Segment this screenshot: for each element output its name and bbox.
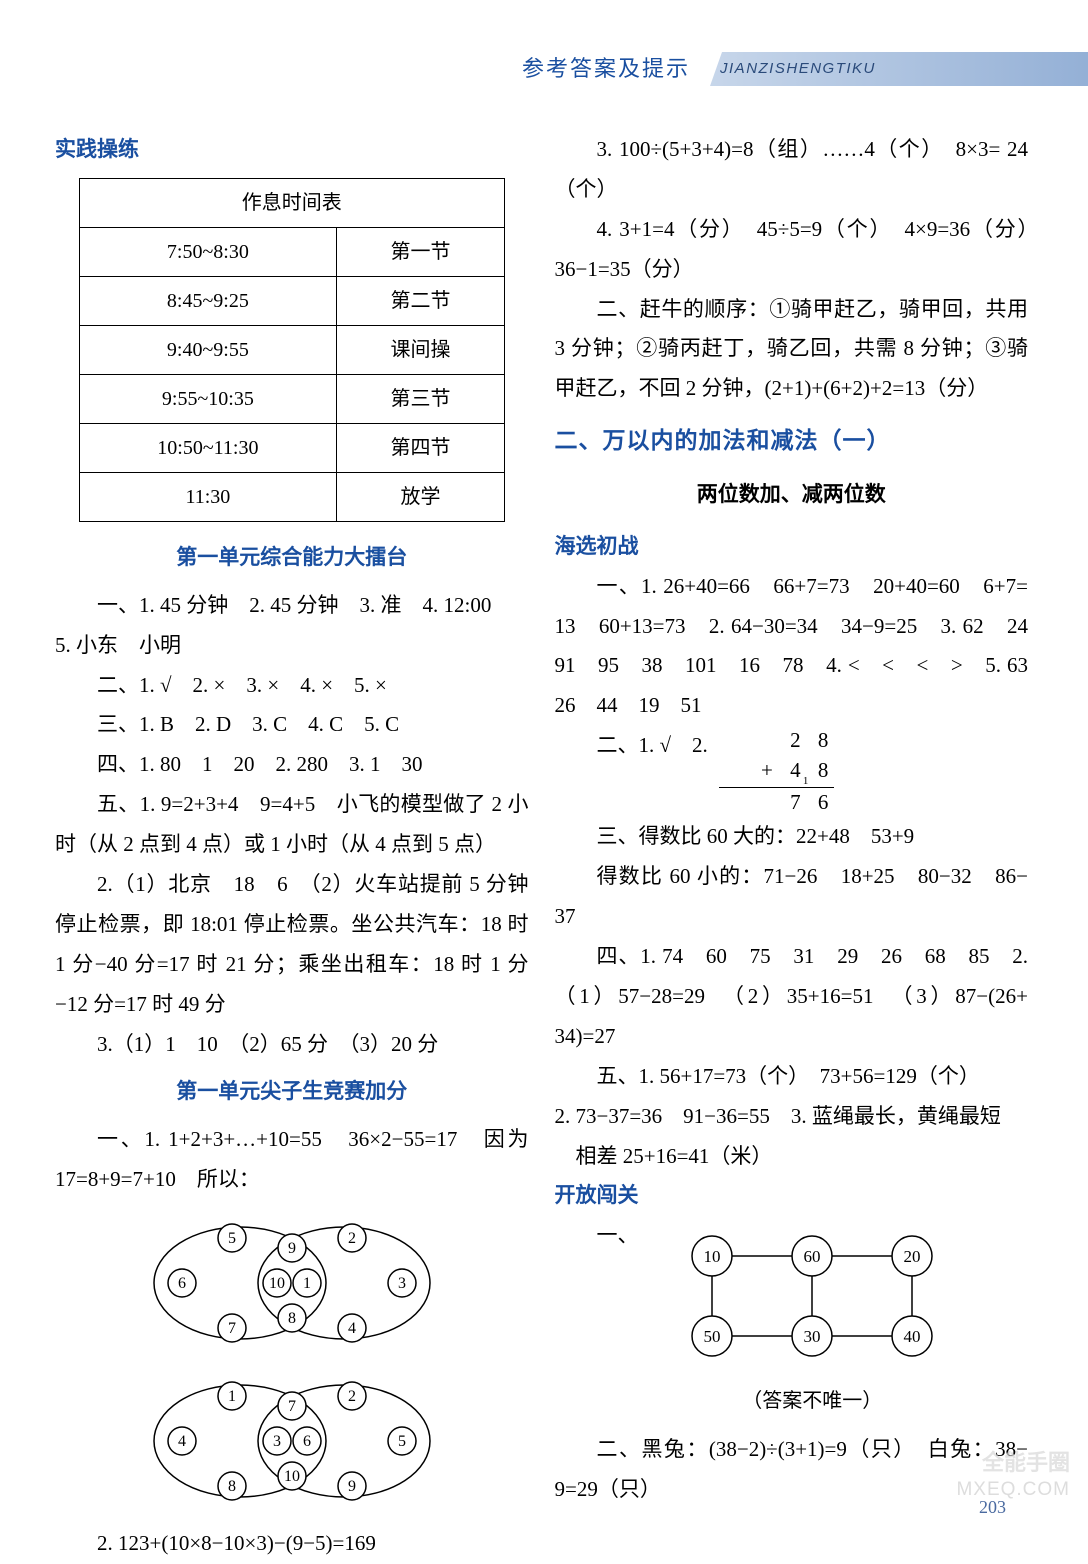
table-row: 作息时间表 bbox=[79, 178, 504, 227]
practice-label: 实践操练 bbox=[55, 130, 529, 170]
answer-text: 二、赶牛的顺序：①骑甲赶乙，骑甲回，共用 3 分钟；②骑丙赶丁，骑乙回，共需 8… bbox=[555, 290, 1029, 410]
answer-text: 一、1. 1+2+3+…+10=55 36×2−55=17 因为 17=8+9=… bbox=[55, 1120, 529, 1200]
svg-text:9: 9 bbox=[288, 1240, 296, 1257]
svg-text:7: 7 bbox=[288, 1398, 296, 1415]
svg-text:10: 10 bbox=[269, 1275, 285, 1292]
svg-text:1: 1 bbox=[303, 1275, 311, 1292]
answer-text: 二、1. √ 2. bbox=[597, 733, 708, 757]
answer-text: 4. 3+1=4（分） 45÷5=9（个） 4×9=36（分） 36−1=35（… bbox=[555, 210, 1029, 290]
table-row: 7:50~8:30第一节 bbox=[79, 227, 504, 276]
svg-text:4: 4 bbox=[178, 1433, 186, 1450]
columns: 实践操练 作息时间表 7:50~8:30第一节 8:45~9:25第二节 9:4… bbox=[55, 130, 1028, 1564]
svg-text:50: 50 bbox=[704, 1327, 721, 1346]
answer-text: 得数比 60 小的：71−26 18+25 80−32 86− 37 bbox=[555, 857, 1029, 937]
watermark: 全能手圈 MXEQ.COM bbox=[950, 1428, 1070, 1508]
svg-text:60: 60 bbox=[804, 1247, 821, 1266]
grid-diagram: 10 60 20 50 30 40 bbox=[657, 1224, 967, 1374]
answer-text: 四、1. 74 60 75 31 29 26 68 85 2.（1）57−28=… bbox=[555, 937, 1029, 1057]
schedule-table: 作息时间表 7:50~8:30第一节 8:45~9:25第二节 9:40~9:5… bbox=[79, 178, 505, 522]
svg-text:10: 10 bbox=[284, 1468, 300, 1485]
svg-text:9: 9 bbox=[348, 1478, 356, 1495]
answer-text: 五、1. 56+17=73（个） 73+56=129（个） bbox=[555, 1057, 1029, 1097]
table-row: 9:55~10:35第三节 bbox=[79, 374, 504, 423]
kaifang-label: 开放闯关 bbox=[555, 1176, 1029, 1216]
table-row: 10:50~11:30第四节 bbox=[79, 423, 504, 472]
table-row: 11:30放学 bbox=[79, 472, 504, 521]
svg-text:4: 4 bbox=[348, 1320, 356, 1337]
answer-text: 二、1. √ 2. × 3. × 4. × 5. × bbox=[55, 666, 529, 706]
svg-text:5: 5 bbox=[398, 1433, 406, 1450]
svg-text:5: 5 bbox=[228, 1230, 236, 1247]
svg-text:2: 2 bbox=[348, 1230, 356, 1247]
svg-text:6: 6 bbox=[303, 1433, 311, 1450]
svg-text:7: 7 bbox=[228, 1320, 236, 1337]
ring-diagram-1: 6 5 9 10 1 8 7 4 2 3 bbox=[122, 1208, 462, 1358]
svg-text:30: 30 bbox=[804, 1327, 821, 1346]
answer-text: 3.（1）1 10 （2）65 分 （3）20 分 bbox=[55, 1025, 529, 1065]
answer-text: 五、1. 9=2+3+4 9=4+5 小飞的模型做了 2 小时（从 2 点到 4… bbox=[55, 785, 529, 865]
answer-text: 一、1. 45 分钟 2. 45 分钟 3. 准 4. 12:00 bbox=[55, 586, 529, 626]
header-badge: JIANZISHENGTIKU bbox=[710, 52, 1088, 86]
table-row: 8:45~9:25第二节 bbox=[79, 276, 504, 325]
grid-note: （答案不唯一） bbox=[597, 1382, 1029, 1420]
addition-row: 二、1. √ 2. 2 8 + 4 8 1 7 6 bbox=[555, 726, 1029, 817]
answer-text: 相差 25+16=41（米） bbox=[555, 1137, 1029, 1177]
svg-text:3: 3 bbox=[398, 1275, 406, 1292]
table-row: 9:40~9:55课间操 bbox=[79, 325, 504, 374]
answer-text: 一、 bbox=[555, 1216, 597, 1256]
ring-diagram-2: 4 1 7 3 6 10 8 9 2 5 bbox=[122, 1366, 462, 1516]
chapter-title: 二、万以内的加法和减法（一） bbox=[555, 419, 1029, 463]
svg-text:8: 8 bbox=[288, 1310, 296, 1327]
right-column: 3. 100÷(5+3+4)=8（组）……4（个） 8×3= 24（个） 4. … bbox=[555, 130, 1029, 1564]
answer-text: 2. 123+(10×8−10×3)−(9−5)=169 bbox=[55, 1524, 529, 1564]
answer-text: 2.（1）北京 18 6 （2）火车站提前 5 分钟停止检票，即 18:01 停… bbox=[55, 865, 529, 1025]
page-header: 参考答案及提示 JIANZISHENGTIKU bbox=[500, 48, 1088, 90]
left-column: 实践操练 作息时间表 7:50~8:30第一节 8:45~9:25第二节 9:4… bbox=[55, 130, 529, 1564]
answer-text: 5. 小东 小明 bbox=[55, 626, 529, 666]
watermark-en: MXEQ.COM bbox=[956, 1472, 1070, 1508]
vertical-addition: 2 8 + 4 8 1 7 6 bbox=[719, 726, 834, 817]
haixuan-label: 海选初战 bbox=[555, 527, 1029, 567]
answer-text: 四、1. 80 1 20 2. 280 3. 1 30 bbox=[55, 745, 529, 785]
answer-text: 三、得数比 60 大的：22+48 53+9 bbox=[555, 817, 1029, 857]
svg-text:1: 1 bbox=[228, 1388, 236, 1405]
svg-text:20: 20 bbox=[904, 1247, 921, 1266]
header-title: 参考答案及提示 bbox=[522, 48, 690, 90]
svg-text:8: 8 bbox=[228, 1478, 236, 1495]
answer-text: 一、1. 26+40=66 66+7=73 20+40=60 6+7= 13 6… bbox=[555, 567, 1029, 727]
answer-text: 三、1. B 2. D 3. C 4. C 5. C bbox=[55, 705, 529, 745]
svg-text:10: 10 bbox=[704, 1247, 721, 1266]
unit1-bonus-title: 第一单元尖子生竞赛加分 bbox=[55, 1072, 529, 1112]
svg-text:2: 2 bbox=[348, 1388, 356, 1405]
schedule-title: 作息时间表 bbox=[79, 178, 504, 227]
unit1-platform-title: 第一单元综合能力大擂台 bbox=[55, 538, 529, 578]
svg-text:40: 40 bbox=[904, 1327, 921, 1346]
sub-title: 两位数加、减两位数 bbox=[555, 475, 1029, 515]
svg-text:3: 3 bbox=[273, 1433, 281, 1450]
svg-text:6: 6 bbox=[178, 1275, 186, 1292]
answer-text: 2. 73−37=36 91−36=55 3. 蓝绳最长，黄绳最短 bbox=[555, 1097, 1029, 1137]
answer-text: 3. 100÷(5+3+4)=8（组）……4（个） 8×3= 24（个） bbox=[555, 130, 1029, 210]
